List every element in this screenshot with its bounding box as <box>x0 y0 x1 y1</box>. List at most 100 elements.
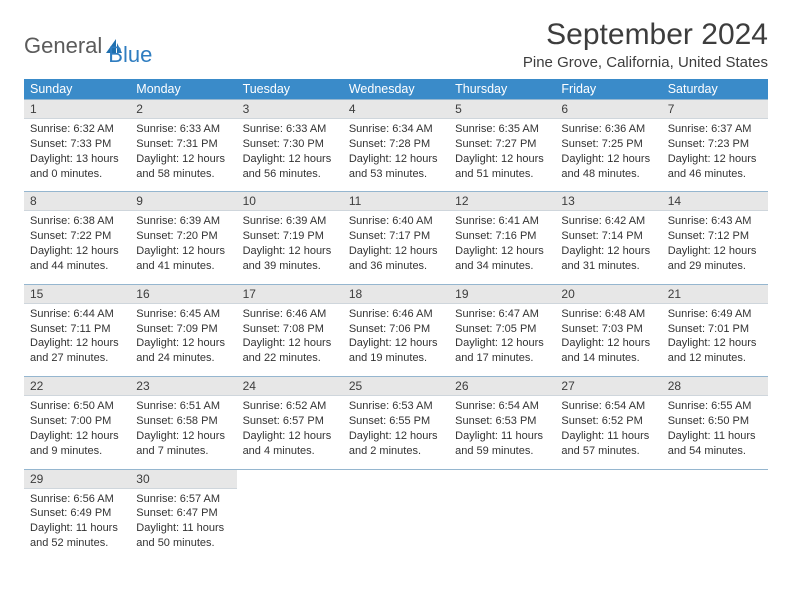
day-detail-line: Daylight: 12 hours <box>243 152 337 167</box>
day-detail-line: and 56 minutes. <box>243 167 337 182</box>
day-number: 5 <box>449 99 555 119</box>
day-detail-line: Daylight: 12 hours <box>243 336 337 351</box>
day-of-week-label: Thursday <box>449 79 555 99</box>
day-detail-line: Daylight: 12 hours <box>243 244 337 259</box>
day-detail-line: Sunrise: 6:37 AM <box>668 122 762 137</box>
day-detail-line: Daylight: 12 hours <box>668 336 762 351</box>
day-detail-line: and 41 minutes. <box>136 259 230 274</box>
page: General Blue September 2024 Pine Grove, … <box>0 0 792 579</box>
calendar: SundayMondayTuesdayWednesdayThursdayFrid… <box>24 79 768 561</box>
day-detail: Sunrise: 6:53 AMSunset: 6:55 PMDaylight:… <box>343 396 449 468</box>
day-detail: Sunrise: 6:54 AMSunset: 6:53 PMDaylight:… <box>449 396 555 468</box>
day-detail-line: and 2 minutes. <box>349 444 443 459</box>
day-detail-line: Daylight: 11 hours <box>668 429 762 444</box>
day-detail-line: and 50 minutes. <box>136 536 230 551</box>
day-detail-line: Sunrise: 6:47 AM <box>455 307 549 322</box>
day-number: 13 <box>555 191 661 211</box>
day-detail-line: Sunrise: 6:33 AM <box>243 122 337 137</box>
day-detail: Sunrise: 6:35 AMSunset: 7:27 PMDaylight:… <box>449 119 555 191</box>
day-number: 11 <box>343 191 449 211</box>
day-detail-line: Sunrise: 6:38 AM <box>30 214 124 229</box>
day-detail: Sunrise: 6:40 AMSunset: 7:17 PMDaylight:… <box>343 211 449 283</box>
day-detail-line: and 39 minutes. <box>243 259 337 274</box>
day-detail-line: Daylight: 12 hours <box>136 429 230 444</box>
day-detail: Sunrise: 6:39 AMSunset: 7:20 PMDaylight:… <box>130 211 236 283</box>
day-detail-line: and 53 minutes. <box>349 167 443 182</box>
day-detail: Sunrise: 6:46 AMSunset: 7:08 PMDaylight:… <box>237 304 343 376</box>
day-detail-line: Sunset: 7:17 PM <box>349 229 443 244</box>
day-detail: Sunrise: 6:33 AMSunset: 7:31 PMDaylight:… <box>130 119 236 191</box>
day-of-week-label: Monday <box>130 79 236 99</box>
day-detail-line: Daylight: 11 hours <box>455 429 549 444</box>
day-detail-line: and 17 minutes. <box>455 351 549 366</box>
day-number: 6 <box>555 99 661 119</box>
day-detail-line: Sunset: 7:27 PM <box>455 137 549 152</box>
day-detail-line: Sunset: 7:33 PM <box>30 137 124 152</box>
day-detail-line: and 31 minutes. <box>561 259 655 274</box>
day-detail-line: Sunset: 6:47 PM <box>136 506 230 521</box>
day-detail: Sunrise: 6:46 AMSunset: 7:06 PMDaylight:… <box>343 304 449 376</box>
day-detail-line: Sunrise: 6:45 AM <box>136 307 230 322</box>
week-detail-row: Sunrise: 6:56 AMSunset: 6:49 PMDaylight:… <box>24 489 768 561</box>
week-number-row: 2930 <box>24 469 768 489</box>
day-number: 1 <box>24 99 130 119</box>
day-detail-line: Sunrise: 6:43 AM <box>668 214 762 229</box>
day-detail: Sunrise: 6:34 AMSunset: 7:28 PMDaylight:… <box>343 119 449 191</box>
day-detail <box>555 489 661 561</box>
day-detail-line: Daylight: 12 hours <box>668 152 762 167</box>
day-detail-line: Daylight: 12 hours <box>136 152 230 167</box>
day-detail <box>343 489 449 561</box>
day-of-week-label: Friday <box>555 79 661 99</box>
day-detail-line: and 52 minutes. <box>30 536 124 551</box>
day-detail-line: Sunrise: 6:39 AM <box>243 214 337 229</box>
day-detail-line: Daylight: 12 hours <box>30 336 124 351</box>
day-number: 4 <box>343 99 449 119</box>
day-number: 14 <box>662 191 768 211</box>
day-number: 21 <box>662 284 768 304</box>
day-detail-line: Daylight: 11 hours <box>561 429 655 444</box>
day-detail-line: and 24 minutes. <box>136 351 230 366</box>
day-detail: Sunrise: 6:37 AMSunset: 7:23 PMDaylight:… <box>662 119 768 191</box>
day-detail-line: Sunset: 6:57 PM <box>243 414 337 429</box>
day-detail-line: Daylight: 12 hours <box>349 152 443 167</box>
day-number: 10 <box>237 191 343 211</box>
day-detail-line: Daylight: 12 hours <box>30 244 124 259</box>
day-number: 19 <box>449 284 555 304</box>
day-number: 27 <box>555 376 661 396</box>
day-detail-line: and 4 minutes. <box>243 444 337 459</box>
week-detail-row: Sunrise: 6:44 AMSunset: 7:11 PMDaylight:… <box>24 304 768 376</box>
day-detail-line: Sunrise: 6:51 AM <box>136 399 230 414</box>
day-detail: Sunrise: 6:39 AMSunset: 7:19 PMDaylight:… <box>237 211 343 283</box>
day-number: 26 <box>449 376 555 396</box>
day-detail: Sunrise: 6:36 AMSunset: 7:25 PMDaylight:… <box>555 119 661 191</box>
week-detail-row: Sunrise: 6:38 AMSunset: 7:22 PMDaylight:… <box>24 211 768 283</box>
day-number: 20 <box>555 284 661 304</box>
day-detail: Sunrise: 6:42 AMSunset: 7:14 PMDaylight:… <box>555 211 661 283</box>
day-number <box>662 469 768 489</box>
day-detail <box>449 489 555 561</box>
day-detail-line: Sunset: 7:09 PM <box>136 322 230 337</box>
day-number: 30 <box>130 469 236 489</box>
day-detail-line: Daylight: 12 hours <box>30 429 124 444</box>
day-detail-line: and 19 minutes. <box>349 351 443 366</box>
day-detail-line: Daylight: 12 hours <box>455 244 549 259</box>
day-detail-line: Daylight: 11 hours <box>30 521 124 536</box>
day-number: 25 <box>343 376 449 396</box>
day-detail-line: Sunset: 7:14 PM <box>561 229 655 244</box>
day-detail-line: Daylight: 12 hours <box>561 152 655 167</box>
day-detail-line: and 9 minutes. <box>30 444 124 459</box>
day-detail-line: and 34 minutes. <box>455 259 549 274</box>
day-detail: Sunrise: 6:49 AMSunset: 7:01 PMDaylight:… <box>662 304 768 376</box>
day-detail-line: Sunrise: 6:53 AM <box>349 399 443 414</box>
day-detail: Sunrise: 6:48 AMSunset: 7:03 PMDaylight:… <box>555 304 661 376</box>
day-detail-line: Sunset: 7:12 PM <box>668 229 762 244</box>
day-detail-line: Daylight: 12 hours <box>561 244 655 259</box>
day-of-week-row: SundayMondayTuesdayWednesdayThursdayFrid… <box>24 79 768 99</box>
day-number: 9 <box>130 191 236 211</box>
day-detail-line: and 44 minutes. <box>30 259 124 274</box>
day-detail-line: Sunrise: 6:54 AM <box>561 399 655 414</box>
day-number: 12 <box>449 191 555 211</box>
day-detail-line: Sunrise: 6:42 AM <box>561 214 655 229</box>
day-detail-line: and 27 minutes. <box>30 351 124 366</box>
day-detail-line: Sunset: 7:06 PM <box>349 322 443 337</box>
